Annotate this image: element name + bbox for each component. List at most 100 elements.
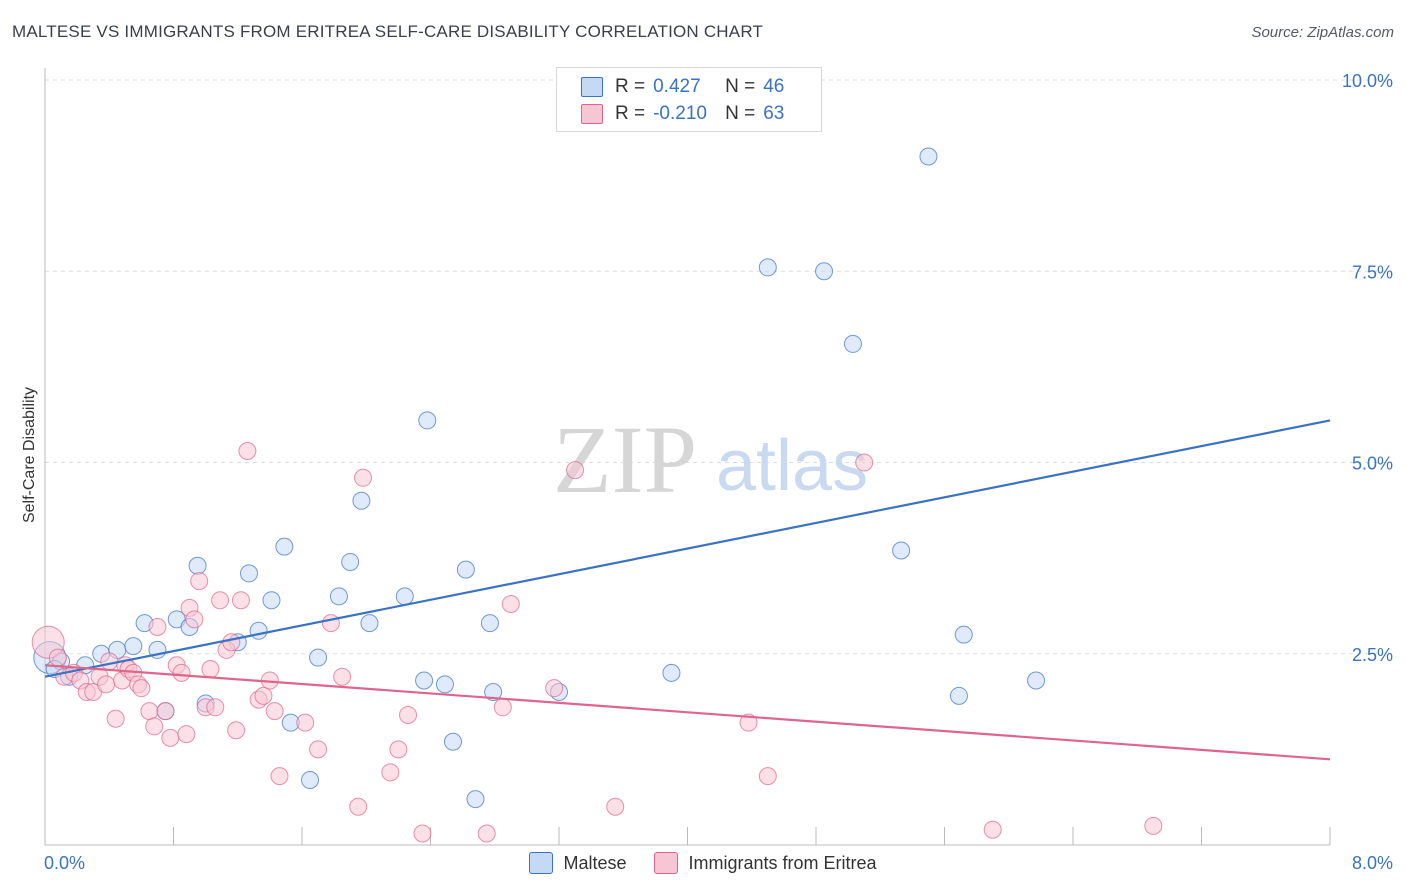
eritrea-point [106,709,125,728]
eritrea-point [190,572,209,591]
maltese-point [892,541,911,560]
eritrea-point [296,713,315,732]
eritrea-point [148,617,167,636]
maltese-point [954,625,973,644]
maltese-point [466,790,485,809]
eritrea-point [983,820,1002,839]
eritrea-point [389,740,408,759]
y-axis-label: Self-Care Disability [21,386,38,524]
y-tick-label: 5.0% [1352,454,1393,474]
eritrea-point [177,725,196,744]
maltese-point [415,671,434,690]
eritrea-point [140,702,159,721]
maltese-point [480,614,499,633]
eritrea-point [381,763,400,782]
watermark: ZIP atlas [553,406,868,513]
maltese-point [435,675,454,694]
maltese-point [249,621,268,640]
legend-row-maltese: R = 0.427 N = 46 [581,76,784,98]
eritrea-point [566,461,585,480]
eritrea-point [132,679,151,698]
tick-label-layer: 2.5% 5.0% 7.5% 10.0% 0.0% 8.0% [44,71,1393,873]
maltese-point [1027,671,1046,690]
maltese-point [275,537,294,556]
legend-n-label: N = [725,76,756,97]
eritrea-point [254,686,273,705]
maltese-point [418,411,437,430]
eritrea-point [185,610,204,629]
legend-item-eritrea[interactable]: Immigrants from Eritrea [654,852,877,874]
eritrea-point [739,713,758,732]
eritrea-point [758,767,777,786]
maltese-point [758,258,777,277]
legend-swatch-blue [581,77,603,97]
eritrea-point [606,797,625,816]
eritrea-point [222,633,241,652]
eritrea-point [231,591,250,610]
legend-n-value: 46 [763,76,785,97]
maltese-point [301,770,320,789]
x-tick-label: 8.0% [1352,853,1393,873]
source-credit: Source: ZipAtlas.com [1251,24,1394,41]
trend-layer [44,419,1331,761]
maltese-point [456,560,475,579]
maltese-point [662,663,681,682]
maltese-point [360,614,379,633]
maltese-trend-line [44,419,1331,678]
y-tick-label: 7.5% [1352,262,1393,282]
legend-r-value: 0.427 [653,76,701,97]
maltese-point [949,686,968,705]
maltese-point [239,564,258,583]
legend-label-eritrea: Immigrants from Eritrea [688,852,877,873]
maltese-point [843,334,862,353]
maltese-point [815,262,834,281]
maltese-point [329,587,348,606]
legend-item-maltese[interactable]: Maltese [529,852,626,874]
eritrea-point [493,698,512,717]
x-tick-label: 0.0% [44,853,85,873]
maltese-point [188,556,207,575]
maltese-point [341,552,360,571]
stats-legend: R = 0.427 N = 46 R = -0.210 N = 63 [556,67,822,132]
eritrea-point [172,663,191,682]
legend-n-label: N = [725,103,756,124]
legend-r-label: R = [615,103,646,124]
maltese-point [262,591,281,610]
y-tick-label: 10.0% [1342,71,1393,91]
eritrea-point [399,705,418,724]
eritrea-point [1144,816,1163,835]
eritrea-point [545,679,564,698]
legend-swatch-pink [581,104,603,124]
watermark-zip: ZIP [553,406,697,513]
chart-title: MALTESE VS IMMIGRANTS FROM ERITREA SELF-… [12,22,764,41]
eritrea-point [211,591,230,610]
legend-swatch-pink [654,852,679,874]
eritrea-point [238,442,257,461]
maltese-point [919,147,938,166]
eritrea-point [321,614,340,633]
eritrea-point [354,468,373,487]
maltese-point [309,648,328,667]
y-tick-label: 2.5% [1352,645,1393,665]
eritrea-point [161,728,180,747]
eritrea-point [100,652,119,671]
maltese-point [443,732,462,751]
eritrea-point [97,675,116,694]
eritrea-point [201,660,220,679]
eritrea-point [48,648,67,667]
eritrea-point [145,717,164,736]
maltese-point [395,587,414,606]
eritrea-point [265,702,284,721]
eritrea-point [501,595,520,614]
maltese-point [352,491,371,510]
legend-row-eritrea: R = -0.210 N = 63 [581,103,784,125]
eritrea-point [349,797,368,816]
legend-r-label: R = [615,76,646,97]
eritrea-point [156,702,175,721]
eritrea-point [413,824,432,843]
eritrea-point [270,767,289,786]
eritrea-point [309,740,328,759]
eritrea-trend-line [44,664,1331,761]
maltese-point [484,683,503,701]
eritrea-point [206,698,225,717]
